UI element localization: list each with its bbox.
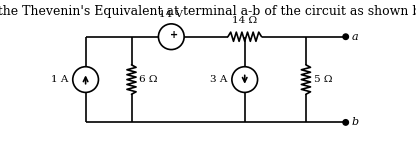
Text: 3 A: 3 A	[210, 75, 227, 84]
Text: 5 Ω: 5 Ω	[314, 75, 332, 84]
Text: b: b	[351, 117, 358, 127]
Text: Find the Thevenin's Equivalent at terminal a-b of the circuit as shown below: Find the Thevenin's Equivalent at termin…	[0, 5, 416, 18]
Text: +: +	[170, 30, 178, 40]
Text: 14 Ω: 14 Ω	[232, 16, 257, 25]
Circle shape	[343, 120, 349, 125]
Text: 1 A: 1 A	[52, 75, 69, 84]
Text: 14 V: 14 V	[159, 10, 183, 19]
Circle shape	[343, 34, 349, 39]
Text: a: a	[351, 32, 358, 42]
Text: 6 Ω: 6 Ω	[139, 75, 158, 84]
